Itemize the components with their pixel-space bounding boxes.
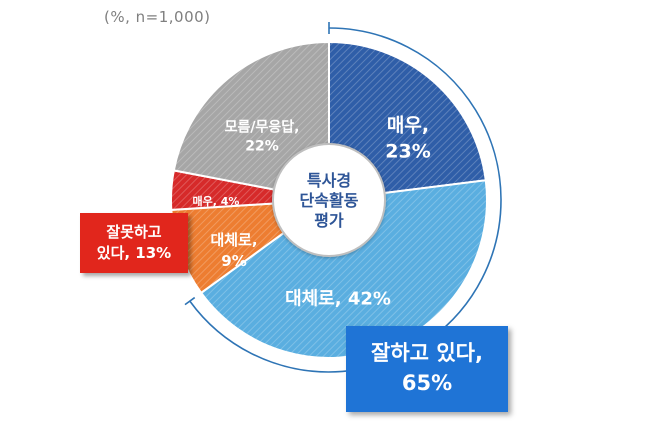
slice-label-mostly-good: 대체로, 42%	[285, 288, 391, 309]
positive-total-line-1: 잘하고 있다,	[371, 341, 483, 365]
negative-total-line-2: 있다, 13%	[96, 244, 172, 262]
slice-label-dont-know: 모름/무응답,	[225, 118, 300, 135]
positive-total-line-2: 65%	[401, 371, 453, 395]
center-circle	[272, 143, 386, 257]
slice-label-mostly-bad: 대체로,	[210, 231, 257, 249]
slice-label-mostly-bad: 9%	[221, 252, 246, 270]
negative-total-box: 잘못하고 있다, 13%	[80, 213, 188, 273]
slice-dont-know	[172, 40, 330, 192]
positive-total-box: 잘하고 있다, 65%	[346, 326, 508, 412]
center-label-line: 특사경	[307, 171, 351, 190]
center-label-line: 단속활동	[300, 191, 359, 210]
slice-mostly-good	[199, 179, 488, 359]
slice-label-very-good: 매우,	[387, 115, 429, 137]
sample-note: (%, n=1,000)	[104, 8, 211, 26]
slice-label-very-good: 23%	[385, 141, 430, 163]
slice-label-very-bad: 매우, 4%	[193, 194, 240, 208]
positive-bracket-arc	[189, 27, 502, 373]
center-label-line: 평가	[314, 211, 344, 230]
negative-total-line-1: 잘못하고	[106, 223, 162, 241]
slice-label-dont-know: 22%	[245, 138, 279, 154]
positive-bracket-tick-end	[184, 296, 196, 306]
slice-very-good	[328, 40, 487, 195]
